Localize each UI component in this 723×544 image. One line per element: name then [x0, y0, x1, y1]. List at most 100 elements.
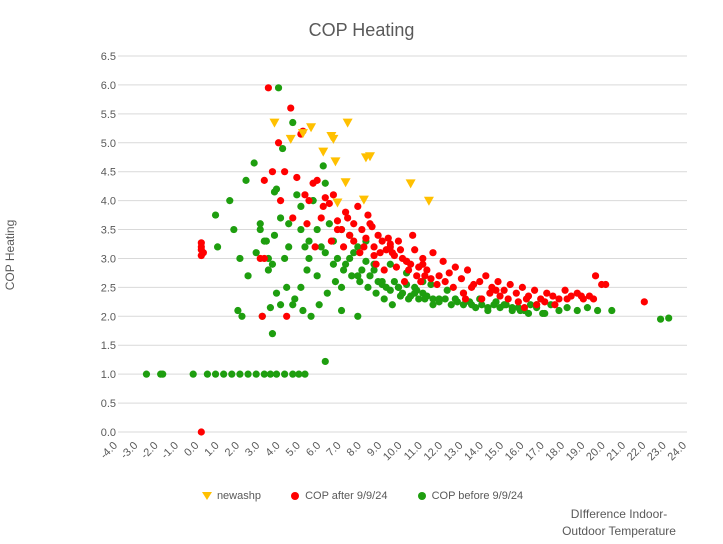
y-tick-label: 1.5 [101, 340, 116, 352]
x-tick-label: 19.0 [564, 440, 588, 464]
point-0 [328, 134, 339, 144]
point-1 [264, 84, 272, 92]
point-1 [602, 280, 610, 289]
point-2 [260, 370, 268, 378]
point-2 [281, 370, 289, 378]
point-2 [354, 243, 362, 251]
point-1 [522, 295, 531, 303]
point-2 [358, 266, 366, 274]
point-2 [295, 370, 303, 378]
point-1 [311, 243, 319, 251]
point-1 [427, 275, 435, 283]
x-tick-label: 13.0 [442, 440, 466, 464]
point-2 [656, 315, 665, 323]
point-2 [665, 314, 673, 322]
point-2 [356, 278, 364, 286]
point-2 [285, 243, 293, 251]
point-2 [281, 254, 289, 263]
point-1 [378, 237, 386, 245]
point-2 [321, 179, 329, 187]
point-2 [467, 301, 476, 309]
point-1 [530, 286, 539, 294]
x-tick-label: 1.0 [202, 440, 221, 459]
point-0 [269, 118, 280, 128]
point-2 [272, 289, 281, 297]
point-2 [307, 312, 315, 320]
point-1 [346, 231, 354, 239]
point-2 [443, 286, 451, 294]
point-2 [388, 301, 396, 309]
point-2 [337, 306, 346, 315]
point-1 [549, 292, 557, 300]
point-2 [421, 295, 429, 303]
y-tick-label: 4.0 [101, 196, 116, 208]
data-points [142, 84, 673, 436]
x-tick-label: 16.0 [503, 440, 527, 464]
point-1 [449, 283, 457, 291]
point-2 [396, 292, 405, 300]
x-tick-label: 14.0 [462, 440, 486, 464]
x-tick-label: 7.0 [324, 440, 343, 459]
point-1 [362, 234, 370, 242]
x-tick-label: 23.0 [645, 440, 669, 464]
point-1 [457, 275, 466, 283]
x-tick-label: 18.0 [544, 440, 568, 464]
point-1 [482, 272, 490, 280]
point-1 [561, 286, 569, 294]
point-0 [342, 118, 353, 128]
point-1 [451, 263, 459, 271]
point-2 [301, 243, 309, 251]
point-2 [362, 257, 370, 265]
point-1 [260, 254, 268, 263]
point-1 [591, 272, 600, 280]
point-2 [429, 301, 437, 309]
point-0 [358, 195, 369, 205]
point-1 [380, 266, 388, 274]
point-1 [577, 292, 585, 300]
point-2 [266, 304, 275, 312]
point-2 [189, 370, 197, 378]
point-2 [390, 278, 398, 286]
point-2 [313, 272, 321, 280]
point-2 [252, 370, 260, 378]
point-1 [274, 139, 283, 147]
point-2 [411, 289, 419, 297]
x-tick-label: 12.0 [422, 440, 446, 464]
x-tick-label: 10.0 [381, 440, 405, 464]
y-tick-label: 6.5 [101, 51, 116, 63]
point-2 [289, 301, 297, 309]
point-2 [415, 295, 423, 303]
point-1 [396, 246, 405, 254]
point-2 [394, 283, 403, 291]
x-tick-label: -2.0 [139, 440, 161, 462]
legend-marker-cop-before [417, 492, 426, 501]
point-2 [329, 260, 338, 268]
point-2 [226, 197, 234, 205]
x-tick-label: -4.0 [98, 440, 120, 462]
x-axis-label-line-2: Outdoor Temperature [562, 524, 676, 538]
point-2 [303, 266, 311, 274]
y-tick-label: 6.0 [101, 80, 116, 92]
point-2 [333, 254, 342, 263]
point-1 [543, 289, 551, 297]
point-1 [512, 289, 520, 297]
point-1 [504, 295, 512, 303]
point-2 [380, 295, 388, 303]
point-1 [384, 234, 392, 242]
point-1 [258, 312, 266, 320]
point-1 [441, 278, 449, 286]
point-2 [274, 84, 283, 92]
point-0 [423, 196, 434, 206]
point-1 [360, 243, 368, 251]
point-1 [386, 240, 394, 248]
point-1 [640, 298, 648, 306]
point-1 [394, 237, 403, 245]
point-1 [551, 301, 559, 309]
point-2 [142, 370, 151, 378]
x-tick-label: 8.0 [345, 440, 364, 459]
point-1 [268, 168, 277, 176]
point-2 [404, 295, 413, 303]
point-1 [364, 211, 372, 219]
point-1 [356, 249, 364, 257]
point-1 [476, 278, 484, 286]
